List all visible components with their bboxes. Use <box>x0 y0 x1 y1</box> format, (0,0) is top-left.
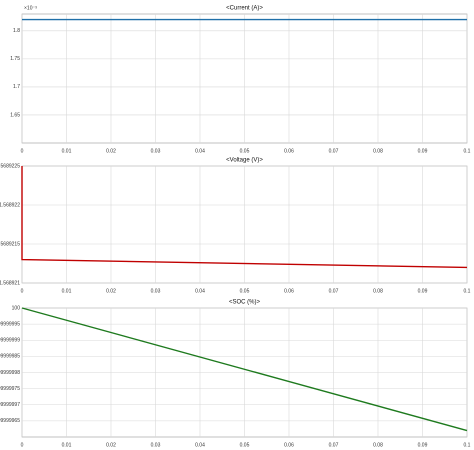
x-tick-label: 0.03 <box>151 148 161 154</box>
y-tick-label: 1.65 <box>10 112 20 118</box>
y-tick-label: 99.99999997 <box>0 402 20 408</box>
y-tick-label: 99.999999975 <box>0 386 20 392</box>
x-tick-label: 0.04 <box>195 442 205 448</box>
y-tick-label: 1.7 <box>13 84 20 90</box>
data-line <box>21 307 468 432</box>
chart-title: <Current (A)> <box>226 6 263 12</box>
x-tick-label: 0.08 <box>373 148 383 154</box>
x-tick-label: 0.09 <box>418 442 428 448</box>
x-tick-label: 0.01 <box>62 442 72 448</box>
x-tick-label: 0.08 <box>373 288 383 294</box>
x-tick-label: 0.05 <box>240 442 250 448</box>
y-scale-label: ×10⁻³ <box>24 5 37 11</box>
y-tick-label: 1.8 <box>13 28 20 34</box>
x-tick-label: 0.02 <box>106 288 116 294</box>
chart-title: <SOC (%)> <box>229 300 261 306</box>
y-tick-label: 99.999999965 <box>0 418 20 424</box>
x-tick-label: 0.04 <box>195 148 205 154</box>
y-tick-label: 99.999999995 <box>0 321 20 327</box>
x-tick-label: 0.05 <box>240 288 250 294</box>
x-tick-label: 0.06 <box>284 442 294 448</box>
y-tick-label: 141.568922 <box>0 202 20 208</box>
x-tick-label: 0.03 <box>151 442 161 448</box>
x-tick-label: 0.06 <box>284 288 294 294</box>
y-tick-label: 141.568921 <box>0 280 20 286</box>
x-tick-label: 0.03 <box>151 288 161 294</box>
x-tick-label: 0.1 <box>464 442 471 448</box>
data-line <box>21 166 468 269</box>
x-tick-label: 0.07 <box>329 442 339 448</box>
x-tick-label: 0.02 <box>106 442 116 448</box>
x-tick-label: 0.09 <box>418 288 428 294</box>
x-tick-label: 0.1 <box>464 148 471 154</box>
x-tick-label: 0.08 <box>373 442 383 448</box>
x-tick-label: 0 <box>21 288 24 294</box>
y-tick-label: 141.5689225 <box>0 163 20 169</box>
y-tick-label: 1.75 <box>10 56 20 62</box>
x-tick-label: 0.04 <box>195 288 205 294</box>
x-tick-label: 0 <box>21 148 24 154</box>
x-tick-label: 0.07 <box>329 148 339 154</box>
x-tick-label: 0.02 <box>106 148 116 154</box>
chart-title: <Voltage (V)> <box>226 158 263 164</box>
x-tick-label: 0.07 <box>329 288 339 294</box>
y-tick-label: 100 <box>12 305 21 311</box>
x-tick-label: 0.01 <box>62 148 72 154</box>
x-tick-label: 0 <box>21 442 24 448</box>
x-tick-label: 0.1 <box>464 288 471 294</box>
x-tick-label: 0.01 <box>62 288 72 294</box>
x-tick-label: 0.09 <box>418 148 428 154</box>
y-tick-label: 141.5689215 <box>0 241 20 247</box>
x-tick-label: 0.05 <box>240 148 250 154</box>
x-tick-label: 0.06 <box>284 148 294 154</box>
